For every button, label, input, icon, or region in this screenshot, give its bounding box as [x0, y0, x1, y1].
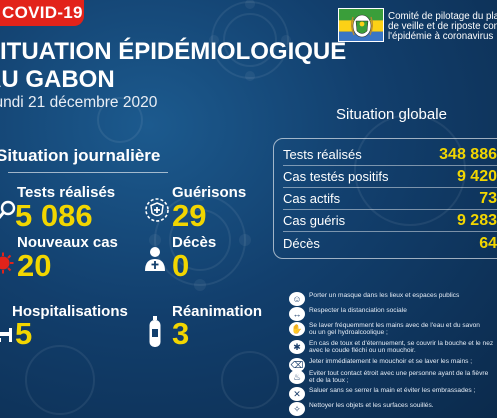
stat-value-new-cases: 20	[17, 248, 52, 283]
global-row-value: 9 283	[456, 212, 497, 229]
global-row-positive: Cas testés positifs 9 420	[283, 166, 497, 188]
global-row-recovered: Cas guéris 9 283	[283, 210, 497, 232]
global-row-label: Cas guéris	[283, 213, 346, 228]
prevention-item-handwash: ✋ Se laver fréquemment les mains avec de…	[289, 322, 497, 337]
oxygen-tank-icon	[149, 316, 161, 347]
global-row-value: 9 420	[456, 168, 497, 185]
stat-value-intensive-care: 3	[172, 316, 190, 351]
gabon-flag-logo	[338, 8, 384, 42]
prevention-item-fever: ♨ Eviter tout contact étroit avec une pe…	[289, 370, 497, 385]
global-row-deaths: Décès 64	[283, 232, 497, 254]
global-row-label: Tests réalisés	[283, 147, 362, 162]
global-stats-box	[273, 138, 497, 259]
stat-label-deaths: Décès	[172, 234, 217, 251]
prevention-item-distance: ↔ Respecter la distanciation sociale	[289, 307, 497, 322]
stat-value-deaths: 0	[172, 248, 190, 283]
committee-label: Comité de pilotage du plan de veille et …	[388, 12, 497, 42]
global-row-value: 64	[479, 235, 497, 252]
sneeze-icon: ✱	[289, 340, 305, 354]
virus-icon	[0, 252, 14, 274]
page-title-line2: AU GABON	[0, 66, 115, 93]
stat-label-new-cases: Nouveaux cas	[17, 234, 118, 251]
stat-label-recoveries: Guérisons	[172, 184, 247, 201]
global-row-active: Cas actifs 73	[283, 188, 497, 210]
person-icon	[145, 247, 165, 271]
page-title-line1: SITUATION ÉPIDÉMIOLOGIQUE	[0, 38, 347, 65]
handwash-icon: ✋	[289, 322, 305, 336]
prevention-item-tissue: ⌫ Jeter immédiatement le mouchoir et se …	[289, 358, 473, 372]
prevention-item-cleaning: ✧ Nettoyer les objets et les surfaces so…	[289, 402, 497, 417]
global-row-value: 348 886	[439, 146, 497, 163]
coat-of-arms-icon	[339, 9, 383, 41]
prevention-item-handshake: ✕ Saluer sans se serrer la main et évite…	[289, 387, 497, 402]
stat-value-hospitalizations: 5	[15, 316, 33, 351]
stat-value-recoveries: 29	[172, 198, 207, 233]
global-section-title: Situation globale	[336, 106, 447, 123]
global-row-value: 73	[479, 190, 497, 207]
committee-line2: de veille et de riposte contre	[388, 21, 497, 32]
daily-section-title: Situation journalière	[0, 146, 161, 165]
tissue-icon: ⌫	[289, 358, 305, 372]
stat-label-tests: Tests réalisés	[17, 184, 116, 201]
fever-icon: ♨	[289, 370, 305, 384]
stat-label-intensive-care: Réanimation	[172, 303, 263, 320]
distance-icon: ↔	[289, 307, 305, 321]
global-row-label: Décès	[283, 236, 320, 251]
stat-label-hospitalizations: Hospitalisations	[12, 303, 128, 320]
covid-banner-tag: COVID-19	[0, 0, 84, 26]
mask-icon: ☺	[289, 292, 305, 306]
committee-line1: Comité de pilotage du plan	[388, 11, 497, 22]
global-row-label: Cas testés positifs	[283, 169, 389, 184]
no-handshake-icon: ✕	[289, 387, 305, 401]
hospital-bed-icon	[0, 328, 12, 342]
global-row-label: Cas actifs	[283, 191, 341, 206]
prevention-item-mask: ☺ Porter un masque dans les lieux et esp…	[289, 292, 497, 307]
prevention-item-sneeze: ✱ En cas de toux et d'éternuement, se co…	[289, 340, 497, 355]
report-date: lundi 21 décembre 2020	[0, 94, 158, 111]
global-row-tests: Tests réalisés 348 886	[283, 144, 497, 166]
magnifier-icon	[0, 200, 16, 219]
stat-value-tests: 5 086	[15, 198, 93, 233]
shield-cross-icon	[145, 198, 169, 222]
cleaning-icon: ✧	[289, 402, 305, 416]
committee-line3: l'épidémie à coronavirus	[388, 31, 494, 42]
daily-title-underline	[8, 172, 168, 173]
